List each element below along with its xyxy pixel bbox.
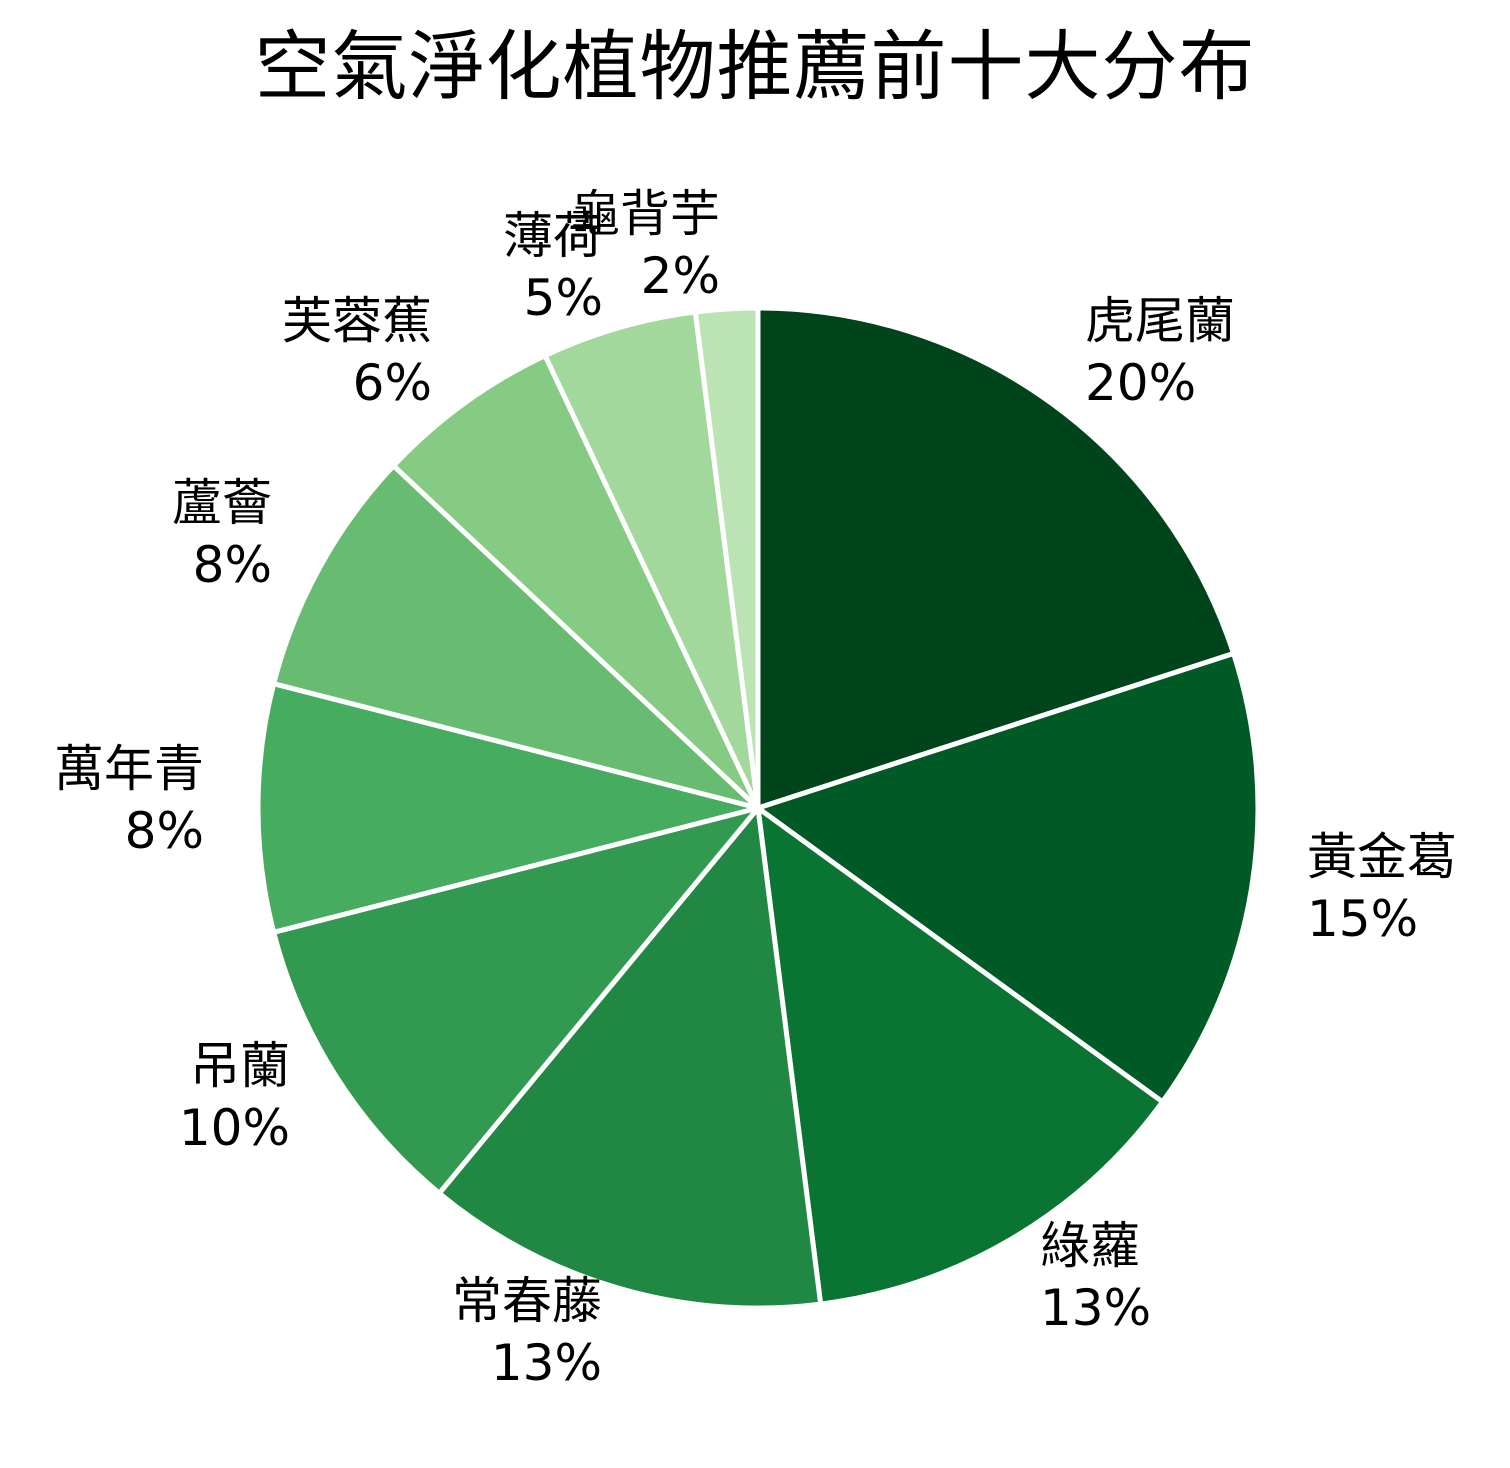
slice-label: 龜背芋 2% <box>548 183 720 307</box>
pie-slice-9 <box>692 305 761 811</box>
pie-slice-8 <box>542 309 761 811</box>
slice-label-name: 常春藤 <box>452 1272 602 1330</box>
pie-slices <box>255 305 1261 1311</box>
slice-label: 蘆薈 8% <box>157 472 272 596</box>
slice-label-name: 吊蘭 <box>190 1037 290 1095</box>
slice-label: 芙蓉蕉 6% <box>260 290 432 414</box>
pie-slice-6 <box>271 463 761 811</box>
slice-label-name: 蘆薈 <box>172 474 272 532</box>
pie-slice-3 <box>436 805 824 1311</box>
pie-slice-1 <box>755 650 1261 1105</box>
slice-label-percent: 2% <box>640 247 720 305</box>
pie-slice-5 <box>255 681 761 935</box>
slice-label: 綠蘿 13% <box>1040 1215 1151 1339</box>
slice-label-percent: 5% <box>523 269 603 327</box>
slice-label-name: 萬年青 <box>54 740 204 798</box>
slice-label-percent: 20% <box>1085 354 1197 412</box>
slice-label-percent: 15% <box>1307 890 1419 948</box>
slice-label: 吊蘭 10% <box>175 1035 290 1159</box>
slice-label-name: 芙蓉蕉 <box>282 292 432 350</box>
pie-slice-4 <box>271 805 761 1196</box>
slice-label-percent: 10% <box>178 1099 290 1157</box>
chart-title: 空氣淨化植物推薦前十大分布 <box>254 22 1256 111</box>
pie-slice-0 <box>755 305 1237 811</box>
slice-label: 常春藤 13% <box>432 1270 602 1394</box>
slice-label-name: 薄荷 <box>503 207 603 265</box>
slice-label: 虎尾蘭 20% <box>1085 290 1235 414</box>
slice-label: 黃金葛 15% <box>1307 826 1457 950</box>
slice-label: 薄荷 5% <box>488 205 603 329</box>
slice-label-percent: 8% <box>124 802 204 860</box>
pie-slice-2 <box>755 805 1166 1307</box>
slice-label-percent: 13% <box>490 1334 602 1392</box>
slice-label-percent: 6% <box>352 354 432 412</box>
slice-label-name: 龜背芋 <box>570 185 720 243</box>
slice-label-name: 虎尾蘭 <box>1085 292 1235 350</box>
slice-label-percent: 13% <box>1040 1279 1152 1337</box>
slice-label-name: 黃金葛 <box>1307 828 1457 886</box>
slice-label: 萬年青 8% <box>32 738 204 862</box>
slice-label-percent: 8% <box>192 536 272 594</box>
pie-slice-7 <box>391 353 761 811</box>
slice-label-name: 綠蘿 <box>1040 1217 1140 1275</box>
